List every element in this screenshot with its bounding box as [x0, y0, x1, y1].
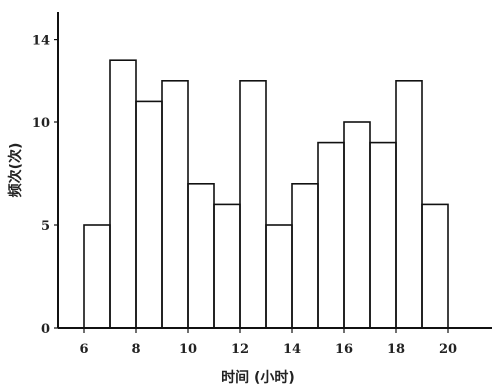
x-axis-label: 时间 (小时) — [221, 369, 295, 386]
bar-hour-19 — [421, 203, 449, 329]
bar-hour-11 — [213, 203, 241, 329]
bar-hour-10 — [187, 183, 215, 329]
bar-hour-17 — [369, 141, 397, 329]
x-tick-label: 14 — [283, 342, 301, 357]
bar-hour-7 — [109, 59, 137, 329]
bar-hour-12 — [239, 80, 267, 329]
y-tick-label: 14 — [32, 34, 50, 49]
x-tick-label: 16 — [335, 342, 353, 357]
x-tick-label: 10 — [179, 342, 197, 357]
bar-hour-15 — [317, 141, 345, 329]
y-ticks-group: 0 5 10 14 — [32, 34, 58, 337]
x-tick-label: 6 — [79, 342, 88, 357]
x-tick-label: 8 — [131, 342, 140, 357]
bar-hour-16 — [343, 121, 371, 329]
bars-group — [83, 59, 449, 329]
x-tick-label: 20 — [439, 342, 457, 357]
bar-hour-13 — [265, 224, 293, 329]
y-axis-label: 频次(次) — [7, 143, 24, 198]
x-tick-label: 12 — [231, 342, 249, 357]
bar-hour-6 — [83, 224, 111, 329]
bar-hour-18 — [395, 80, 423, 329]
x-ticks-group: 6 8 10 12 14 16 18 20 — [79, 328, 457, 357]
bar-hour-14 — [291, 183, 319, 329]
x-tick-label: 18 — [387, 342, 405, 357]
y-tick-label: 0 — [41, 322, 50, 337]
y-tick-label: 5 — [41, 219, 50, 234]
y-tick-label: 10 — [32, 116, 50, 131]
bar-hour-9 — [161, 80, 189, 329]
bar-hour-8 — [135, 100, 163, 329]
